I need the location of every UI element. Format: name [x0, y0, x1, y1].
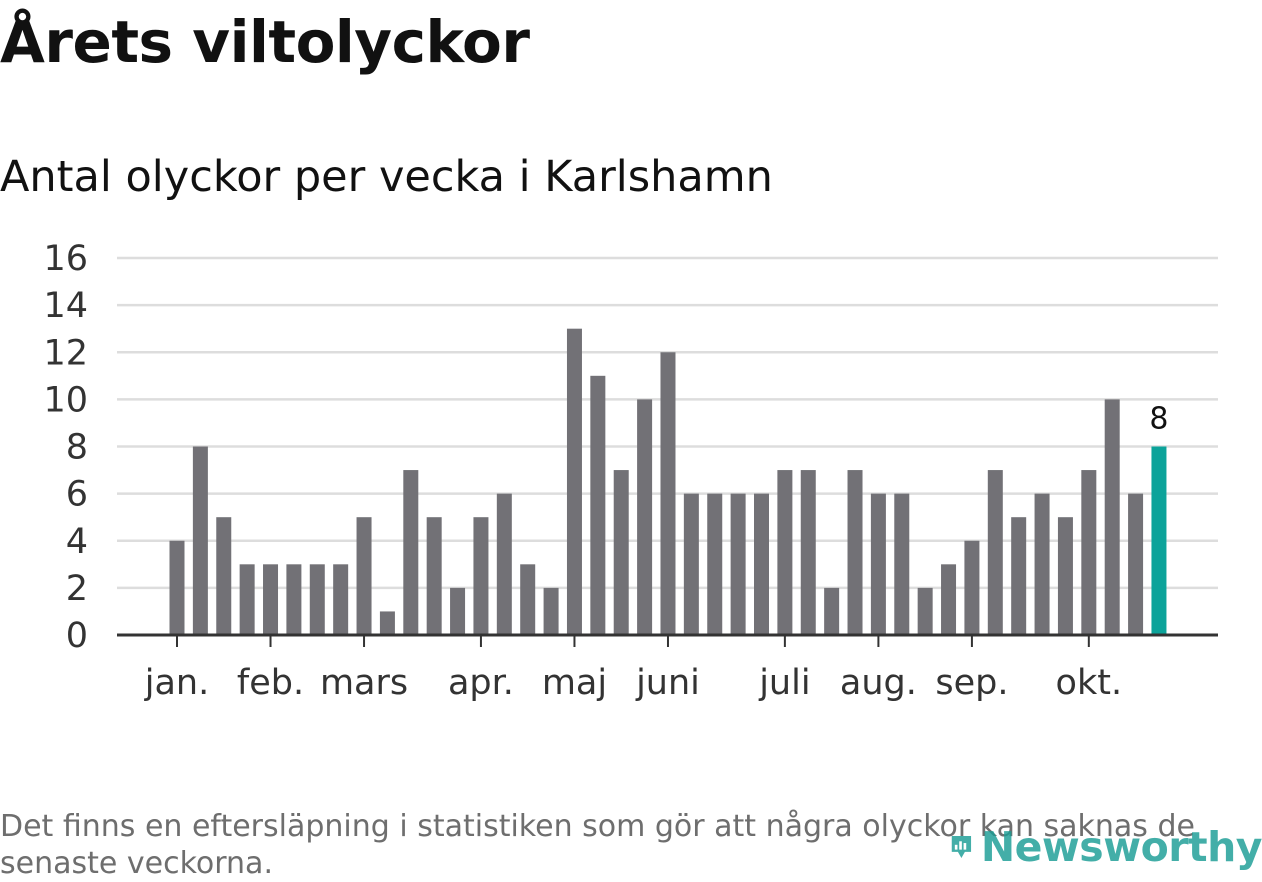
y-tick-label: 6: [66, 475, 88, 515]
bar[interactable]: [216, 517, 232, 635]
bar[interactable]: [239, 564, 255, 635]
bar[interactable]: [309, 564, 325, 635]
chart-title: Årets viltolyckor: [0, 8, 530, 76]
y-tick-label: 12: [43, 333, 88, 373]
x-tick-label: juli: [758, 663, 810, 703]
bar[interactable]: [520, 564, 536, 635]
bar[interactable]: [847, 470, 863, 635]
bar[interactable]: [426, 517, 442, 635]
chart-subtitle: Antal olyckor per vecka i Karlshamn: [0, 152, 773, 202]
data-labels: 8: [1149, 402, 1168, 437]
x-tick-label: apr.: [448, 663, 514, 703]
bar-chart-pin-icon: [951, 836, 972, 858]
bars: [169, 328, 1167, 636]
bar[interactable]: [824, 587, 840, 635]
y-tick-label: 0: [66, 616, 88, 656]
x-tick-label: jan.: [144, 663, 209, 703]
bar[interactable]: [683, 493, 699, 635]
x-tick-label: aug.: [840, 663, 917, 703]
brand-name: Newsworthy: [980, 823, 1262, 871]
bar[interactable]: [1034, 493, 1050, 635]
y-tick-label: 14: [43, 286, 88, 326]
x-tick-label: okt.: [1056, 663, 1123, 703]
bar[interactable]: [450, 587, 466, 635]
bar[interactable]: [964, 540, 980, 635]
bar[interactable]: [941, 564, 957, 635]
y-axis-tick-labels: 0 2 4 6 8 10 12 14 16: [43, 239, 88, 656]
bar[interactable]: [917, 587, 933, 635]
bar[interactable]: [286, 564, 302, 635]
y-tick-label: 16: [43, 239, 88, 279]
bar[interactable]: [660, 352, 676, 635]
footnote: Det finns en eftersläpning i statistiken…: [0, 809, 1195, 881]
x-tick-label: sep.: [935, 663, 1008, 703]
bar[interactable]: [754, 493, 769, 635]
x-axis-month-labels: jan. feb. mars apr. maj juni juli aug. sep. okt.: [144, 635, 1122, 703]
bar[interactable]: [987, 470, 1003, 635]
bar[interactable]: [1011, 517, 1027, 635]
bar[interactable]: [543, 587, 559, 635]
bar[interactable]: [1128, 493, 1144, 635]
y-tick-label: 10: [43, 380, 88, 420]
bar[interactable]: [590, 375, 606, 635]
bar[interactable]: [379, 611, 395, 635]
bar[interactable]: [777, 470, 793, 635]
y-tick-label: 2: [66, 569, 88, 609]
y-tick-label: 4: [66, 522, 88, 562]
bar[interactable]: [894, 493, 910, 635]
bar[interactable]: [356, 517, 372, 635]
x-tick-label: maj: [542, 663, 607, 703]
data-label: 8: [1149, 402, 1168, 437]
y-tick-label: 8: [66, 428, 88, 468]
bar[interactable]: [169, 540, 185, 635]
x-tick-label: mars: [320, 663, 408, 703]
bar[interactable]: [637, 399, 653, 635]
bar[interactable]: [1057, 517, 1073, 635]
bar[interactable]: [263, 564, 279, 635]
bar[interactable]: [800, 470, 816, 635]
bar[interactable]: [1104, 399, 1120, 635]
bar[interactable]: [333, 564, 349, 635]
bar[interactable]: [707, 493, 723, 635]
bar[interactable]: [403, 470, 419, 635]
x-tick-label: feb.: [237, 663, 304, 703]
bar[interactable]: [1081, 470, 1097, 635]
bar[interactable]: [192, 446, 208, 636]
bar[interactable]: [613, 470, 629, 635]
bar[interactable]: [730, 493, 746, 635]
bar-highlight[interactable]: [1151, 446, 1167, 636]
x-tick-label: juni: [635, 663, 700, 703]
bar[interactable]: [870, 493, 886, 635]
bar[interactable]: [566, 328, 582, 635]
newsworthy-logo[interactable]: Newsworthy: [950, 815, 1262, 879]
bar[interactable]: [473, 517, 489, 635]
bar[interactable]: [496, 493, 512, 635]
